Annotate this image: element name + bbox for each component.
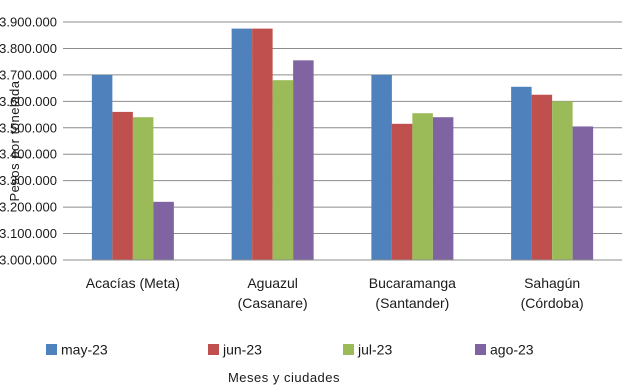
- legend-item-ago-23: ago-23: [475, 342, 534, 358]
- y-tick-label: 3.800.000: [0, 41, 57, 56]
- x-category-label: Sahagún: [524, 275, 580, 291]
- y-tick-label: 3.300.000: [0, 173, 57, 188]
- legend-swatch: [475, 344, 486, 355]
- y-tick-label: 3.600.000: [0, 94, 57, 109]
- bar-jul-23: [552, 101, 573, 260]
- x-category-label: Bucaramanga: [369, 275, 456, 291]
- bar-jun-23: [391, 123, 413, 260]
- bar-jul-23: [272, 80, 294, 260]
- x-category-label: (Córdoba): [521, 295, 584, 311]
- legend-item-may-23: may-23: [46, 342, 108, 358]
- y-axis-ticks: 3.000.000 3.100.000 3.200.000 3.300.000 3.40…: [0, 15, 57, 268]
- y-axis-title: Pesos por tonelada: [7, 80, 22, 201]
- x-category-label: Acacías (Meta): [86, 275, 180, 291]
- legend-item-jun-23: jun-23: [208, 342, 262, 358]
- legend-label: may-23: [61, 342, 108, 358]
- bar-may-23: [91, 74, 113, 260]
- bar-jul-23: [412, 113, 433, 260]
- y-tick-label: 3.500.000: [0, 120, 57, 135]
- bars: [91, 28, 594, 261]
- bar-jun-23: [112, 111, 133, 261]
- x-category-label: (Santander): [375, 295, 449, 311]
- legend-label: ago-23: [490, 342, 534, 358]
- legend-swatch: [208, 344, 219, 355]
- y-tick-label: 3.100.000: [0, 226, 57, 241]
- legend-swatch: [343, 344, 354, 355]
- y-tick-label: 3.700.000: [0, 67, 57, 82]
- x-category-label: (Casanare): [238, 295, 308, 311]
- bar-jul-23: [132, 117, 154, 260]
- legend-item-jul-23: jul-23: [343, 342, 392, 358]
- legend-label: jun-23: [222, 342, 262, 358]
- bar-may-23: [231, 28, 253, 260]
- bar-ago-23: [153, 201, 174, 260]
- legend: may-23 jun-23 jul-23 ago-23: [46, 342, 534, 358]
- y-tick-label: 3.900.000: [0, 15, 57, 30]
- bar-may-23: [371, 74, 392, 260]
- y-tick-label: 3.200.000: [0, 200, 57, 215]
- y-tick-label: 3.000.000: [0, 253, 57, 268]
- x-category-label: Aguazul: [247, 275, 298, 291]
- bar-may-23: [511, 86, 532, 261]
- x-axis-title: Meses y ciudades: [228, 370, 340, 385]
- bar-jun-23: [252, 28, 273, 260]
- legend-label: jul-23: [357, 342, 392, 358]
- x-axis-categories: Acacías (Meta) Aguazul (Casanare) Bucaraman…: [86, 275, 584, 311]
- y-tick-label: 3.400.000: [0, 147, 57, 162]
- bar-ago-23: [432, 117, 454, 260]
- bar-ago-23: [293, 60, 314, 260]
- bar-ago-23: [572, 126, 594, 260]
- bar-jun-23: [531, 94, 553, 260]
- legend-swatch: [46, 344, 57, 355]
